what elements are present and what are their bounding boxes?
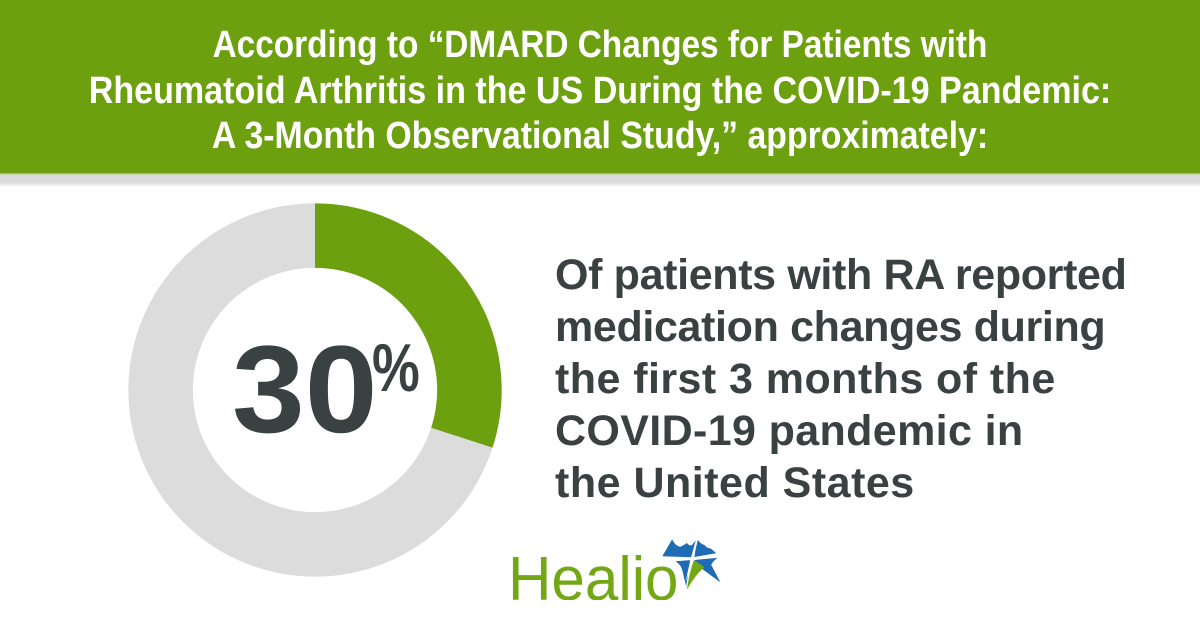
svg-text:Healio: Healio bbox=[508, 544, 679, 600]
